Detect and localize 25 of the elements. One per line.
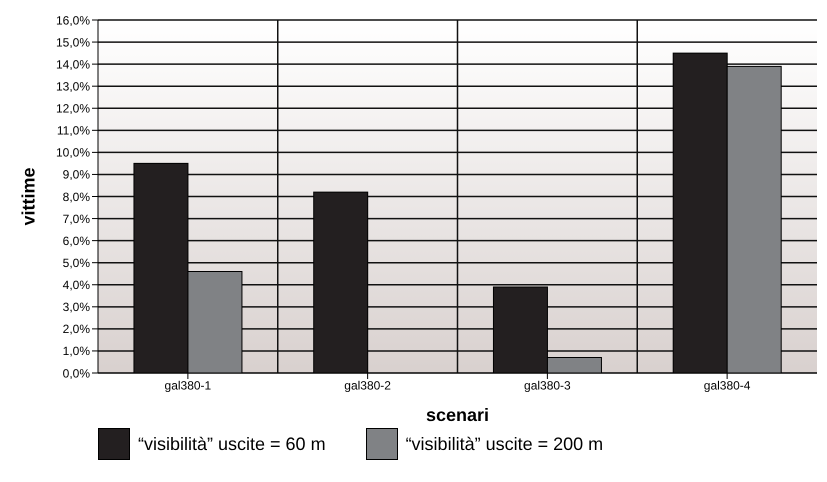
x-tick-label: gal380-3 [524,378,572,393]
y-tick-label: 7,0% [62,212,90,226]
y-tick-label: 15,0% [56,35,90,50]
y-tick-label: 2,0% [62,322,90,336]
x-tick-label: gal380-2 [344,378,392,393]
x-tick-label: gal380-4 [704,378,751,393]
y-tick-label: 10,0% [56,146,90,160]
y-tick-label: 8,0% [62,190,90,204]
y-tick-label: 9,0% [62,168,90,182]
x-tick-label: gal380-1 [164,378,212,393]
legend-label: “visibilità” uscite = 60 m [138,434,326,454]
y-tick-label: 4,0% [62,278,90,292]
y-tick-label: 11,0% [56,124,90,138]
x-axis-title: scenari [426,405,490,425]
y-tick-label: 16,0% [56,13,90,28]
legend-label: “visibilità” uscite = 200 m [406,434,604,454]
y-tick-label: 5,0% [62,256,90,270]
y-tick-label: 6,0% [62,234,90,248]
y-tick-label: 14,0% [56,57,90,72]
y-tick-label: 13,0% [56,79,90,94]
y-tick-label: 3,0% [62,300,90,314]
y-tick-label: 12,0% [56,102,90,116]
y-tick-label: 0,0% [62,366,90,380]
y-tick-label: 1,0% [62,344,90,358]
y-axis-title: vittime [18,167,38,226]
